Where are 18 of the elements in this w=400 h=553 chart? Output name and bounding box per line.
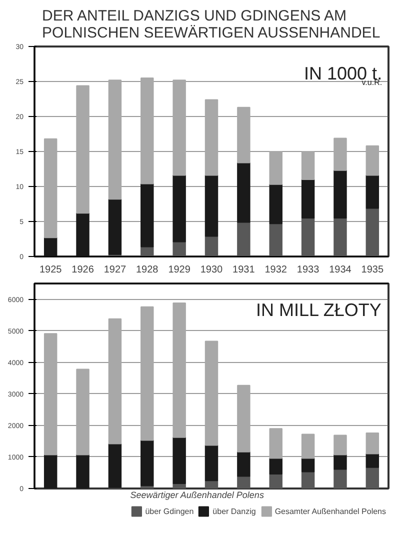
x-tick-label: 1928 [136,264,159,276]
x-tick-label: 1932 [264,264,288,276]
legend-label: über Danzig [212,506,256,516]
x-tick-label: 1935 [361,264,384,276]
x-tick-label: 1931 [232,264,256,276]
x-tick-label: 1927 [104,264,127,276]
chart-title: DER ANTEIL DANZIGS UND GDINGENS AM POLNISCHEN SEEWÄRTIGEN AUSSENHANDEL [42,8,380,42]
legend-label: über Gdingen [145,506,194,516]
annotation: v.u.R. [362,78,382,87]
legend-label: Gesamter Außenhandel Polens [274,506,386,516]
x-tick-label: 1930 [200,264,224,276]
x-tick-label: 1925 [39,264,62,276]
annotation: IN MILL ZŁOTY [256,300,382,320]
x-tick-label: 1933 [296,264,320,276]
x-tick-label: 1926 [72,264,94,276]
x-tick-label: 1929 [168,264,191,276]
x-tick-label: 1934 [329,264,352,276]
legend-title: Seewärtiger Außenhandel Polens [130,490,265,500]
